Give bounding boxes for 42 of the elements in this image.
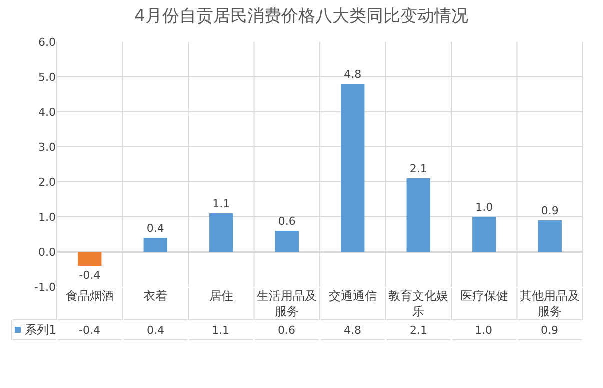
- bar: [341, 84, 365, 252]
- x-tick-label: 食品烟酒: [66, 289, 114, 303]
- y-tick-label: 5.0: [38, 70, 56, 84]
- x-tick-label: 生活用品及服务: [257, 289, 318, 319]
- data-label: 0.9: [541, 324, 558, 337]
- bar: [406, 178, 430, 252]
- bar: [275, 231, 299, 252]
- text: 2.1: [410, 162, 428, 176]
- x-tick-label: 衣着: [144, 289, 168, 303]
- data-label: 1.0: [475, 324, 492, 337]
- data-label: 0.6: [278, 324, 296, 337]
- bar: [78, 252, 102, 266]
- data-label: -0.4: [79, 324, 100, 337]
- x-tick-label: 教育文化娱乐: [388, 289, 449, 319]
- bar: [538, 220, 562, 252]
- x-tick-label: 医疗保健: [460, 289, 508, 303]
- y-tick-label: 3.0: [38, 140, 56, 154]
- data-label: 1.1: [212, 324, 230, 337]
- bar: [144, 238, 168, 252]
- text: 0.9: [541, 204, 559, 218]
- data-label: 0.4: [147, 324, 164, 337]
- text: 0.4: [146, 222, 164, 235]
- x-tick-label: 居住: [209, 289, 234, 303]
- text: 4.8: [344, 68, 362, 81]
- y-tick-label: 4.0: [38, 106, 56, 119]
- data-label: 2.1: [410, 324, 428, 337]
- data-label: 4.8: [344, 324, 362, 337]
- y-tick-label: 0.0: [38, 246, 56, 259]
- x-tick-label: 其他用品及服务: [520, 289, 580, 319]
- chart-title: 4月份自贡居民消费价格八大类同比变动情况: [134, 6, 468, 27]
- text: 1.0: [476, 201, 494, 214]
- bar: [210, 214, 234, 252]
- y-tick-label: -1.0: [34, 280, 56, 294]
- legend-label: 系列1: [25, 323, 57, 337]
- y-tick-label: 1.0: [38, 210, 56, 224]
- y-tick-label: 2.0: [38, 176, 56, 189]
- text: 0.6: [278, 215, 296, 228]
- text: 1.1: [212, 198, 230, 210]
- text: -0.4: [79, 269, 101, 282]
- bar: [472, 217, 496, 252]
- y-tick-label: 6.0: [38, 36, 56, 49]
- x-tick-label: 交通通信: [328, 289, 377, 303]
